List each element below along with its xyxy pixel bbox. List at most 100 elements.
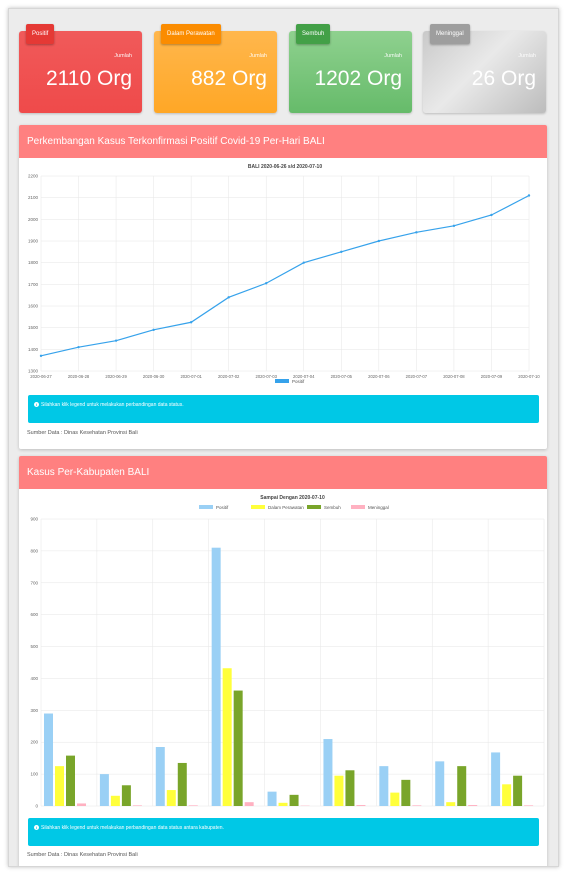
data-point [377,239,381,243]
stat-subtitle: Jumlah [249,53,267,59]
bar-dalam-perawatan [166,790,176,806]
bar-sembuh [177,762,187,806]
info-alert: i Silahkan klik legend untuk melakukan pe… [28,818,539,846]
y-tick-label: 1700 [28,282,39,287]
x-tick-label: 2020-06-28 [68,374,90,379]
stat-badge: Sembuh [296,24,331,44]
x-tick-label: 2020-07-09 [481,374,503,379]
bar-meninggal [244,802,254,806]
x-tick-label: 2020-06-29 [105,374,127,379]
y-tick-label: 1500 [28,325,39,330]
x-tick-label: 2020-07-07 [406,374,428,379]
bar-dalam-perawatan [278,802,288,806]
data-point [114,339,118,342]
bar-meninggal [77,803,86,806]
bar-positif [155,747,165,806]
x-tick-label: 2020-06-27 [30,374,52,379]
bar-dalam-perawatan [446,802,456,806]
x-tick-label: KLUNGKUNG [335,808,362,809]
data-point [189,321,193,324]
data-point [415,231,418,234]
x-tick-label: TABANAN [115,808,134,809]
bar-sembuh [401,779,411,806]
data-point [227,296,230,299]
y-tick-label: 2200 [28,174,39,179]
bar-dalam-perawatan [390,792,400,806]
data-point [452,224,456,228]
stat-subtitle: Jumlah [114,53,132,59]
stat-badge: Positif [26,24,55,44]
bar-dalam-perawatan [110,795,120,806]
regency-cases-card: Kasus Per-Kabupaten BALI Sampai Dengan 2… [19,456,547,866]
x-tick-label: 2020-07-08 [443,374,465,379]
y-tick-label: 400 [30,676,38,681]
legend-label: Meninggal [368,505,389,510]
card-title: Perkembangan Kasus Terkonfirmasi Positif… [19,125,547,158]
bar-sembuh [289,794,299,806]
chart-title: BALI 2020-06-26 s/d 2020-07-10 [248,164,322,170]
x-tick-label: BULELENG [449,808,471,809]
daily-trend-card: Perkembangan Kasus Terkonfirmasi Positif… [19,125,547,449]
y-tick-label: 600 [30,612,38,617]
y-tick-label: 1600 [28,304,39,309]
legend-swatch [199,505,213,509]
stat-card-dalam-perawatan: Dalam Perawatan Jumlah 882 Org [154,24,277,113]
bar-meninggal [412,805,422,806]
stat-badge: Meninggal [430,24,470,44]
y-tick-label: 300 [30,708,38,713]
legend-swatch [251,505,265,509]
data-point [527,194,531,197]
x-tick-label: 2020-07-06 [368,374,390,379]
legend-label: Sembuh [324,505,341,510]
x-tick-label: 2020-07-10 [518,374,540,379]
bar-sembuh [66,755,75,806]
info-alert: i Silahkan klik legend untuk melakukan pe… [28,395,539,423]
x-tick-label: GIANYAR [507,808,526,809]
stat-badge: Dalam Perawatan [161,24,221,44]
x-tick-label: 2020-06-30 [143,374,165,379]
stat-value: 26 Org [471,67,536,90]
x-tick-label: 2020-07-01 [180,374,202,379]
bar-dalam-perawatan [222,668,232,806]
bar-positif [435,761,445,806]
stat-subtitle: Jumlah [384,53,402,59]
bar-meninggal [468,805,478,806]
bar-meninggal [524,805,534,806]
bar-positif [491,752,501,806]
y-tick-label: 2100 [28,195,39,200]
line-chart: BALI 2020-06-26 s/d 2020-07-10 1300 1400 15… [28,164,540,384]
bar-positif [267,791,277,806]
legend-label: Dalam Perawatan [268,505,304,510]
data-source: Sumber Data : Dinas Kesehatan Provinsi B… [27,852,138,858]
stat-value: 2110 Org [46,67,132,90]
bar-positif [99,774,109,806]
alert-text: Silahkan klik legend untuk melakukan per… [41,825,224,831]
legend-swatch [307,505,321,509]
y-tick-label: 2000 [28,217,39,222]
bar-sembuh [345,770,355,806]
page-frame: Positif Jumlah 2110 Org Dalam Perawatan … [8,8,559,867]
data-point [265,282,268,285]
bar-chart: Sampai Dengan 2020-07-10 Positif Dalam Per… [30,495,545,809]
legend-swatch [275,379,289,383]
bar-positif [44,713,53,806]
legend-label: Positif [292,379,305,384]
y-tick-label: 200 [30,740,38,745]
y-tick-label: 100 [30,772,38,777]
info-icon: i [34,825,39,830]
bar-sembuh [513,775,523,806]
data-point [490,213,493,217]
stat-card-meninggal: Meninggal Jumlah 26 Org [423,24,546,113]
bar-meninggal [132,805,142,806]
bar-sembuh [457,766,467,806]
y-tick-label: 1300 [28,369,39,374]
stat-card-sembuh: Sembuh Jumlah 1202 Org [289,24,412,113]
legend-swatch [351,505,365,509]
data-source: Sumber Data : Dinas Kesehatan Provinsi B… [27,430,138,436]
bar-dalam-perawatan [502,784,512,806]
y-tick-label: 800 [30,548,38,553]
x-tick-label: 2020-07-02 [218,374,240,379]
x-tick-label: BADUNG [60,808,78,809]
x-tick-label: BANGLI [173,808,188,809]
bar-meninggal [188,805,198,806]
